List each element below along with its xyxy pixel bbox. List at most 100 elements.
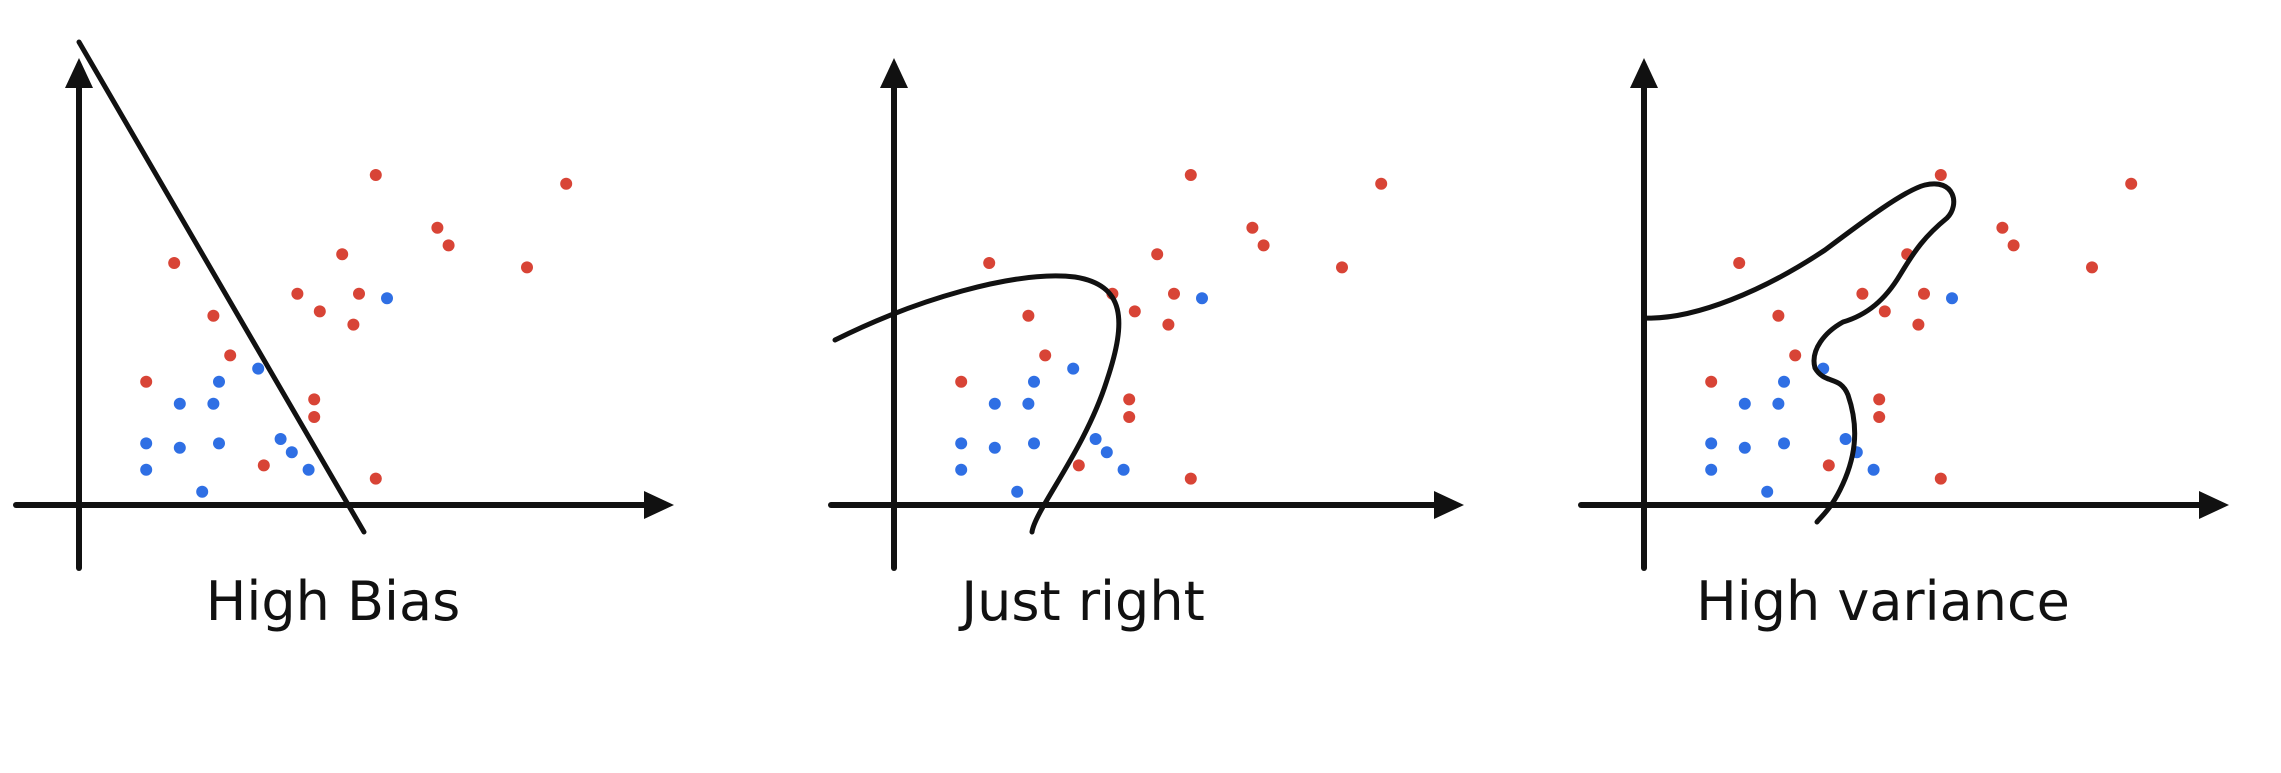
red-point: [369, 169, 382, 181]
red-point: [224, 349, 237, 362]
blue-point: [1028, 375, 1040, 388]
y-axis-arrowhead-icon: [1630, 58, 1658, 88]
red-point: [1022, 309, 1035, 322]
blue-point: [988, 397, 1001, 410]
blue-point: [1867, 463, 1880, 476]
red-point: [1375, 177, 1388, 190]
red-point: [1934, 169, 1947, 181]
blue-point: [1738, 441, 1751, 454]
blue-point: [1772, 397, 1785, 410]
red-point: [347, 318, 360, 331]
red-point: [1039, 349, 1052, 362]
red-point: [1162, 318, 1175, 331]
red-point: [291, 287, 304, 300]
blue-point: [274, 433, 287, 445]
red-point: [336, 248, 349, 261]
red-point: [2125, 177, 2138, 190]
red-point: [257, 459, 270, 472]
red-point: [1822, 459, 1835, 472]
red-point: [1789, 349, 1802, 362]
blue-point: [213, 437, 225, 450]
panel-label: High variance: [1696, 570, 2070, 633]
red-point: [308, 411, 321, 423]
x-axis-arrowhead-icon: [1434, 491, 1464, 519]
blue-point: [1089, 433, 1102, 445]
red-point: [1873, 411, 1886, 423]
blue-point: [1011, 485, 1024, 498]
red-point: [353, 287, 365, 300]
red-point: [308, 393, 321, 406]
red-point: [1123, 411, 1136, 423]
blue-point: [1117, 463, 1130, 476]
blue-point: [1705, 437, 1718, 450]
red-point: [1918, 287, 1930, 300]
red-point: [1072, 459, 1085, 472]
red-point: [431, 221, 444, 234]
red-point: [2086, 261, 2098, 274]
blue-point: [381, 292, 393, 305]
blue-point: [173, 441, 186, 454]
blue-point: [1778, 437, 1790, 450]
blue-point: [1022, 397, 1035, 410]
x-axis-arrowhead-icon: [2199, 491, 2229, 519]
red-point: [140, 375, 153, 388]
red-point: [1128, 305, 1141, 318]
blue-point: [1705, 463, 1718, 476]
red-point: [560, 177, 573, 190]
blue-point: [1839, 433, 1852, 445]
red-point: [1873, 393, 1886, 406]
blue-point: [302, 463, 315, 476]
blue-point: [252, 362, 265, 375]
red-point: [1336, 261, 1348, 274]
blue-point: [955, 437, 968, 450]
panel-high-bias: High Bias: [13, 39, 674, 633]
y-axis-arrowhead-icon: [65, 58, 93, 88]
blue-point: [1196, 292, 1208, 305]
red-point: [1151, 248, 1164, 261]
blue-point: [1761, 485, 1774, 498]
y-axis-arrowhead-icon: [880, 58, 908, 88]
red-point: [1772, 309, 1785, 322]
blue-point: [1778, 375, 1790, 388]
blue-point: [1100, 446, 1113, 459]
panel-label: High Bias: [206, 570, 461, 633]
blue-point: [988, 441, 1001, 454]
red-point: [1257, 239, 1270, 252]
red-point: [1705, 375, 1718, 388]
blue-point: [196, 485, 209, 498]
blue-point: [213, 375, 225, 388]
blue-point: [285, 446, 298, 459]
panel-high-variance: High variance: [1578, 58, 2229, 633]
red-point: [1934, 472, 1947, 485]
blue-point: [1028, 437, 1040, 450]
red-point: [1878, 305, 1891, 318]
red-point: [1856, 287, 1869, 300]
blue-point: [140, 463, 153, 476]
red-point: [1996, 221, 2009, 234]
fit-curve-good: [832, 273, 1122, 535]
x-axis-arrowhead-icon: [644, 491, 674, 519]
red-point: [1184, 169, 1197, 181]
red-point: [955, 375, 968, 388]
red-point: [1246, 221, 1259, 234]
red-point: [369, 472, 382, 485]
panel-label: Just right: [958, 570, 1205, 633]
red-point: [2007, 239, 2020, 252]
blue-point: [1067, 362, 1080, 375]
panel-just-right: Just right: [828, 58, 1464, 633]
blue-point: [1738, 397, 1751, 410]
blue-point: [207, 397, 220, 410]
red-point: [1733, 257, 1746, 269]
red-point: [442, 239, 455, 252]
red-point: [983, 257, 996, 269]
red-point: [1184, 472, 1197, 485]
blue-point: [173, 397, 186, 410]
blue-point: [955, 463, 968, 476]
red-point: [207, 309, 220, 322]
red-point: [313, 305, 326, 318]
red-point: [1123, 393, 1136, 406]
red-point: [1912, 318, 1925, 331]
red-point: [1168, 287, 1180, 300]
fit-line-underfit: [76, 39, 367, 535]
